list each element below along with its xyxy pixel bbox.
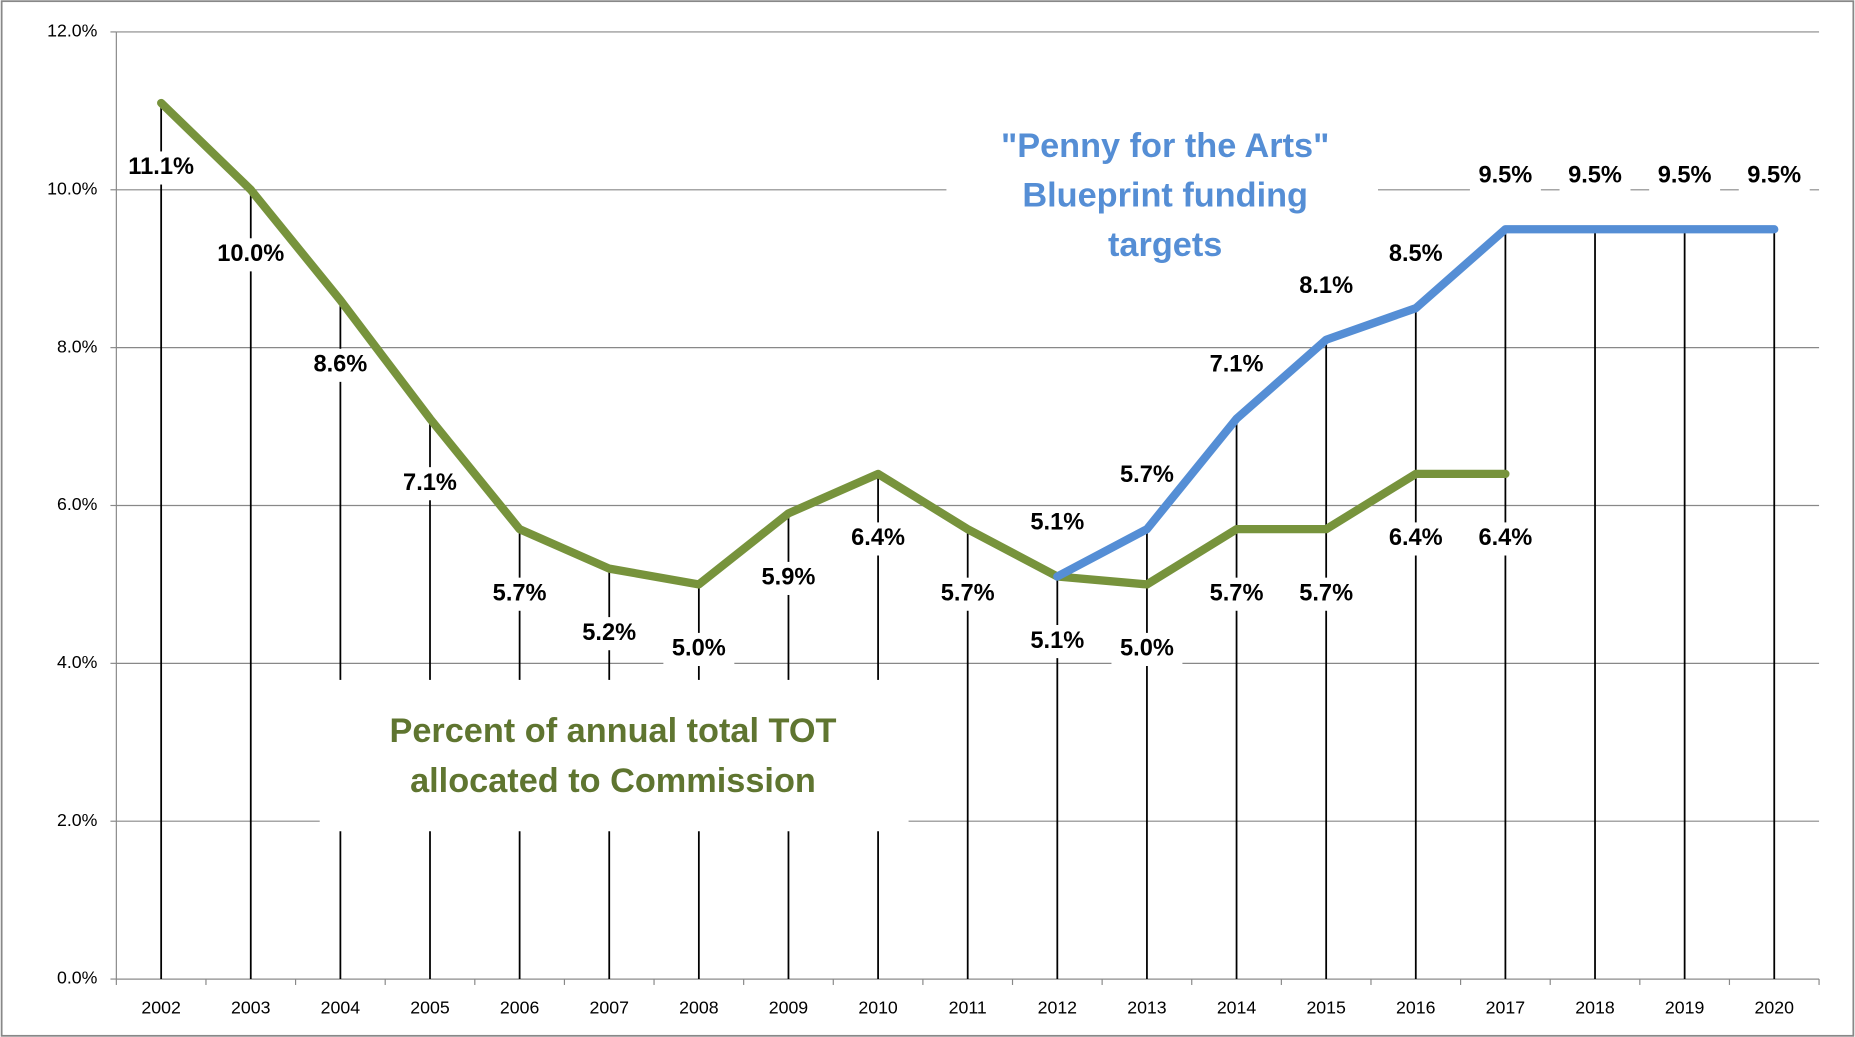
annotation: Percent of annual total TOT bbox=[389, 712, 836, 750]
value-label: 6.4% bbox=[851, 525, 905, 551]
value-label: 6.4% bbox=[1389, 525, 1443, 551]
y-tick-label: 4.0% bbox=[57, 652, 98, 672]
value-label: 9.5% bbox=[1747, 162, 1801, 188]
annotation-background bbox=[319, 679, 909, 832]
x-tick-label: 2016 bbox=[1396, 997, 1436, 1017]
label-background bbox=[932, 577, 1004, 611]
y-tick-label: 6.0% bbox=[57, 494, 98, 514]
x-tick-label: 2012 bbox=[1038, 997, 1077, 1017]
label-background bbox=[1111, 632, 1183, 667]
y-tick-label: 0.0% bbox=[57, 968, 98, 988]
annotation: allocated to Commission bbox=[410, 762, 816, 800]
value-label: 6.4% bbox=[1478, 525, 1532, 551]
x-tick-label: 2019 bbox=[1665, 997, 1705, 1017]
label-background bbox=[125, 151, 197, 185]
label-background bbox=[484, 577, 556, 611]
x-tick-label: 2014 bbox=[1217, 997, 1257, 1017]
value-label: 5.0% bbox=[672, 636, 726, 662]
x-tick-label: 2013 bbox=[1127, 997, 1167, 1017]
annotation: Blueprint funding bbox=[1022, 177, 1308, 215]
label-background bbox=[304, 348, 376, 382]
value-label: 10.0% bbox=[217, 241, 284, 267]
label-background bbox=[1469, 522, 1541, 556]
label-background bbox=[1021, 506, 1093, 540]
value-label: 8.6% bbox=[313, 352, 367, 378]
y-tick-label: 2.0% bbox=[57, 810, 98, 830]
value-label: 5.7% bbox=[493, 580, 547, 606]
value-label: 9.5% bbox=[1568, 162, 1622, 188]
value-label: 5.7% bbox=[941, 580, 995, 606]
value-label: 5.9% bbox=[762, 565, 816, 591]
x-tick-label: 2018 bbox=[1575, 997, 1615, 1017]
value-label: 7.1% bbox=[403, 470, 457, 496]
label-background bbox=[1469, 159, 1541, 193]
x-tick-label: 2004 bbox=[321, 997, 361, 1017]
annotation-background bbox=[946, 118, 1379, 278]
value-label: 9.5% bbox=[1478, 162, 1532, 188]
label-background bbox=[1201, 577, 1273, 611]
annotation: "Penny for the Arts" bbox=[1001, 127, 1329, 165]
label-background bbox=[1380, 238, 1452, 272]
label-background bbox=[1649, 159, 1721, 193]
series-line bbox=[157, 98, 1510, 589]
value-label: 9.5% bbox=[1658, 162, 1712, 188]
x-tick-label: 2020 bbox=[1755, 997, 1795, 1017]
label-background bbox=[1201, 348, 1273, 383]
value-label: 5.0% bbox=[1120, 636, 1174, 662]
x-tick-label: 2009 bbox=[769, 997, 809, 1017]
value-label: 5.7% bbox=[1299, 580, 1353, 606]
value-label: 5.1% bbox=[1030, 628, 1084, 654]
y-tick-label: 12.0% bbox=[47, 21, 97, 41]
value-label: 5.1% bbox=[1030, 510, 1084, 536]
y-tick-label: 8.0% bbox=[57, 336, 98, 356]
x-tick-label: 2006 bbox=[500, 997, 540, 1017]
label-background bbox=[663, 632, 735, 667]
label-background bbox=[752, 561, 824, 595]
label-background bbox=[1290, 269, 1362, 304]
value-label: 5.2% bbox=[582, 620, 636, 646]
x-tick-label: 2002 bbox=[141, 997, 180, 1017]
series-line bbox=[1053, 225, 1779, 581]
value-label: 11.1% bbox=[128, 154, 194, 180]
label-background bbox=[1738, 159, 1810, 193]
value-label: 5.7% bbox=[1210, 580, 1264, 606]
value-label: 8.1% bbox=[1299, 273, 1353, 299]
x-tick-label: 2017 bbox=[1486, 997, 1525, 1017]
value-label: 5.7% bbox=[1120, 462, 1174, 488]
x-tick-label: 2010 bbox=[858, 997, 898, 1017]
label-background bbox=[1021, 625, 1093, 659]
x-tick-label: 2005 bbox=[410, 997, 450, 1017]
x-tick-label: 2011 bbox=[949, 997, 987, 1017]
label-background bbox=[1111, 459, 1183, 493]
value-label: 8.5% bbox=[1389, 241, 1443, 267]
label-background bbox=[215, 238, 287, 272]
label-background bbox=[1290, 577, 1362, 611]
label-background bbox=[573, 617, 645, 651]
x-tick-label: 2008 bbox=[679, 997, 719, 1017]
value-label: 7.1% bbox=[1210, 352, 1264, 378]
y-tick-label: 10.0% bbox=[47, 178, 97, 198]
x-tick-label: 2003 bbox=[231, 997, 271, 1017]
x-tick-label: 2015 bbox=[1306, 997, 1346, 1017]
label-background bbox=[394, 467, 466, 501]
x-tick-label: 2007 bbox=[590, 997, 629, 1017]
label-background bbox=[842, 522, 914, 556]
label-background bbox=[1559, 159, 1631, 193]
label-background bbox=[1380, 522, 1452, 556]
annotation: targets bbox=[1108, 226, 1222, 264]
